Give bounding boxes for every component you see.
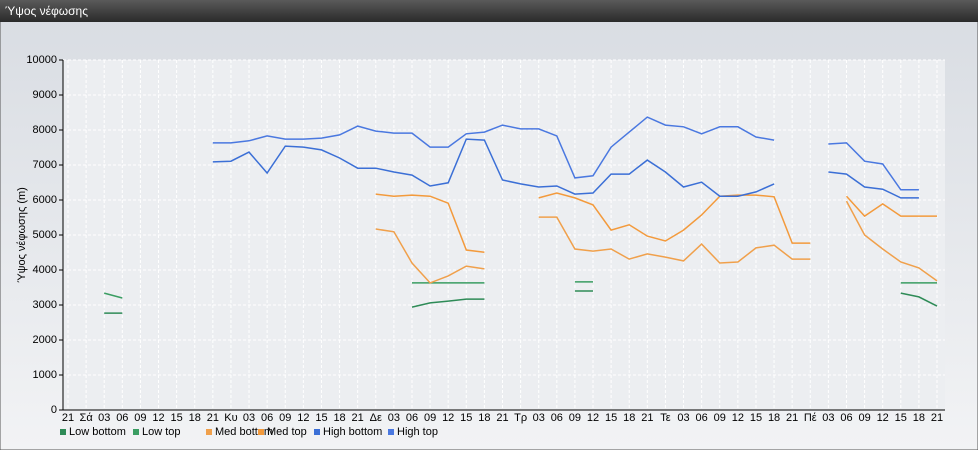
y-tick-label: 5000	[33, 229, 57, 241]
x-tick-label: Κυ	[224, 412, 237, 424]
x-tick-label: 21	[786, 412, 798, 424]
x-tick-label: 18	[913, 412, 925, 424]
y-tick-label: 6000	[33, 194, 57, 206]
y-tick-label: 9000	[33, 89, 57, 101]
x-tick-label: 15	[895, 412, 907, 424]
x-tick-label: 03	[533, 412, 545, 424]
legend-label: Low top	[142, 426, 181, 438]
series-line	[104, 281, 937, 299]
y-tick-label: 8000	[33, 124, 57, 136]
x-tick-label: 12	[442, 412, 454, 424]
series-line	[212, 138, 919, 199]
x-tick-label: 21	[641, 412, 653, 424]
y-tick-label: 1000	[33, 369, 57, 381]
y-tick-label: 7000	[33, 159, 57, 171]
series-line	[104, 290, 938, 314]
x-tick-label: 09	[279, 412, 291, 424]
x-tick-label: Τρ	[514, 412, 527, 424]
y-tick-label: 10000	[26, 54, 57, 66]
x-tick-label: 18	[333, 412, 345, 424]
series-line	[375, 192, 937, 253]
y-axis-label: Ύψος νέφωσης (m)	[16, 187, 28, 283]
x-tick-label: 15	[750, 412, 762, 424]
window-title: Ύψος νέφωσης	[5, 4, 88, 18]
x-tick-label: Δε	[370, 412, 382, 424]
x-tick-label: 21	[207, 412, 219, 424]
x-tick-label: 09	[569, 412, 581, 424]
x-tick-label: 12	[152, 412, 164, 424]
legend-label: High bottom	[323, 426, 382, 438]
x-tick-label: 03	[98, 412, 110, 424]
x-tick-label: 18	[623, 412, 635, 424]
legend-label: High top	[397, 426, 438, 438]
x-tick-label: 12	[587, 412, 599, 424]
legend-swatch	[60, 429, 66, 435]
x-tick-label: 12	[297, 412, 309, 424]
legend-swatch	[388, 429, 394, 435]
x-tick-label: 21	[931, 412, 943, 424]
legend-swatch	[258, 429, 264, 435]
x-tick-label: 21	[352, 412, 364, 424]
x-tick-label: 09	[424, 412, 436, 424]
x-tick-label: 06	[551, 412, 563, 424]
x-tick-label: 21	[62, 412, 74, 424]
x-tick-label: 06	[406, 412, 418, 424]
x-tick-label: 06	[261, 412, 273, 424]
legend-label: Med top	[267, 426, 307, 438]
x-tick-label: Σά	[80, 412, 94, 424]
y-tick-label: 3000	[33, 299, 57, 311]
y-tick-label: 4000	[33, 264, 57, 276]
x-tick-label: 18	[768, 412, 780, 424]
x-tick-label: 15	[605, 412, 617, 424]
legend-label: Low bottom	[69, 426, 126, 438]
legend-label: Med bottom	[215, 426, 273, 438]
x-tick-label: 15	[315, 412, 327, 424]
x-tick-label: 18	[478, 412, 490, 424]
x-tick-label: 06	[696, 412, 708, 424]
x-tick-label: 09	[858, 412, 870, 424]
legend-swatch	[133, 429, 139, 435]
title-bar	[0, 0, 978, 22]
x-tick-label: 12	[732, 412, 744, 424]
legend-swatch	[206, 429, 212, 435]
x-tick-label: 21	[496, 412, 508, 424]
x-tick-label: 18	[189, 412, 201, 424]
y-tick-label: 0	[51, 404, 57, 416]
legend-swatch	[314, 429, 320, 435]
x-tick-label: 03	[822, 412, 834, 424]
x-tick-label: 03	[388, 412, 400, 424]
x-tick-label: 03	[677, 412, 689, 424]
x-tick-label: 03	[243, 412, 255, 424]
x-tick-label: Πέ	[804, 412, 817, 424]
x-tick-label: 09	[714, 412, 726, 424]
x-tick-label: 06	[840, 412, 852, 424]
x-tick-label: 12	[877, 412, 889, 424]
x-tick-label: Τε	[660, 412, 671, 424]
x-tick-label: 09	[134, 412, 146, 424]
x-tick-label: 15	[171, 412, 183, 424]
series-line	[375, 200, 938, 284]
y-tick-label: 2000	[33, 334, 57, 346]
x-tick-label: 06	[116, 412, 128, 424]
x-tick-label: 15	[460, 412, 472, 424]
series-line	[212, 116, 919, 191]
